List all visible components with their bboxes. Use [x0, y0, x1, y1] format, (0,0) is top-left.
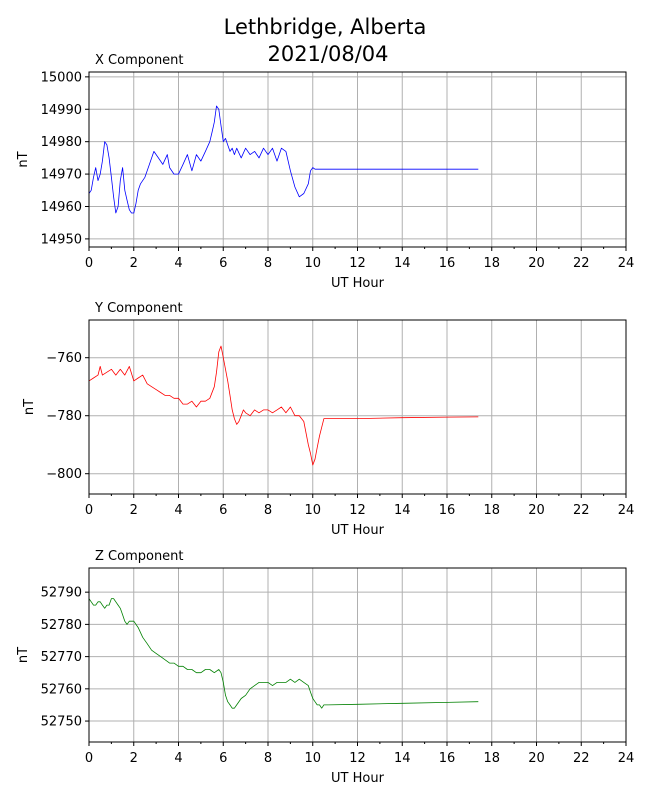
- y-tick-label: −800: [46, 467, 82, 482]
- x-tick-label: 14: [394, 751, 411, 766]
- x-tick-label: 0: [85, 256, 93, 271]
- panel-title: X Component: [95, 53, 184, 68]
- chart-panel-x: 0 2 4 6 8 10 12 14 16 18 20 22 241495014960149701498…: [16, 53, 634, 291]
- x-tick-label: 4: [174, 256, 182, 271]
- x-tick-label: 24: [618, 503, 635, 518]
- x-tick-label: 22: [573, 256, 590, 271]
- x-tick-label: 12: [349, 751, 366, 766]
- y-tick-label: 14960: [41, 200, 82, 215]
- x-tick-label: 24: [618, 751, 635, 766]
- panel-title: Z Component: [95, 549, 184, 564]
- y-tick-label: −780: [46, 409, 82, 424]
- x-tick-label: 10: [304, 256, 321, 271]
- y-tick-label: 14980: [41, 135, 82, 150]
- y-tick-label: 52780: [41, 618, 82, 633]
- x-tick-label: 20: [528, 503, 545, 518]
- x-tick-label: 12: [349, 503, 366, 518]
- x-tick-label: 12: [349, 256, 366, 271]
- x-tick-label: 2: [130, 751, 138, 766]
- x-tick-label: 18: [483, 256, 500, 271]
- x-tick-label: 2: [130, 503, 138, 518]
- x-axis-label: UT Hour: [331, 771, 385, 786]
- panel-title: Y Component: [94, 301, 183, 316]
- y-tick-label: 52760: [41, 682, 82, 697]
- x-tick-label: 0: [85, 503, 93, 518]
- x-tick-label: 24: [618, 256, 635, 271]
- x-tick-label: 4: [174, 503, 182, 518]
- y-tick-label: 15000: [41, 70, 82, 85]
- y-tick-label: 14950: [41, 232, 82, 247]
- x-tick-label: 10: [304, 503, 321, 518]
- x-tick-label: 8: [264, 503, 272, 518]
- x-tick-label: 14: [394, 256, 411, 271]
- x-tick-label: 4: [174, 751, 182, 766]
- x-axis-label: UT Hour: [331, 523, 385, 538]
- y-tick-label: 52770: [41, 650, 82, 665]
- chart-panel-z: 0 2 4 6 8 10 12 14 16 18 20 22 245275052760527705278…: [16, 549, 634, 786]
- x-tick-label: 14: [394, 503, 411, 518]
- x-tick-label: 8: [264, 751, 272, 766]
- y-tick-label: −760: [46, 351, 82, 366]
- x-tick-label: 16: [439, 256, 456, 271]
- y-axis-label: nT: [16, 647, 31, 663]
- x-axis-label: UT Hour: [331, 276, 385, 291]
- y-tick-label: 14990: [41, 103, 82, 118]
- x-tick-label: 16: [439, 503, 456, 518]
- series-line-z: [88, 598, 479, 709]
- x-tick-label: 0: [85, 751, 93, 766]
- x-tick-label: 20: [528, 256, 545, 271]
- y-axis-label: nT: [16, 151, 31, 167]
- x-tick-label: 2: [130, 256, 138, 271]
- y-tick-label: 52750: [41, 715, 82, 730]
- x-tick-label: 6: [219, 503, 227, 518]
- chart-panels: 0 2 4 6 8 10 12 14 16 18 20 22 241495014960149701498…: [16, 53, 634, 786]
- x-tick-label: 18: [483, 503, 500, 518]
- series-line-y: [88, 345, 479, 466]
- x-tick-label: 20: [528, 751, 545, 766]
- series-line-x: [88, 105, 479, 214]
- y-axis-label: nT: [22, 399, 37, 415]
- x-tick-label: 6: [219, 751, 227, 766]
- y-tick-label: 52790: [41, 586, 82, 601]
- figure-title-line2: 2021/08/04: [267, 42, 388, 66]
- y-tick-label: 14970: [41, 168, 82, 183]
- x-tick-label: 22: [573, 751, 590, 766]
- x-tick-label: 8: [264, 256, 272, 271]
- x-tick-label: 16: [439, 751, 456, 766]
- x-tick-label: 10: [304, 751, 321, 766]
- figure-title-line1: Lethbridge, Alberta: [224, 15, 427, 39]
- x-tick-label: 6: [219, 256, 227, 271]
- x-tick-label: 18: [483, 751, 500, 766]
- x-tick-label: 22: [573, 503, 590, 518]
